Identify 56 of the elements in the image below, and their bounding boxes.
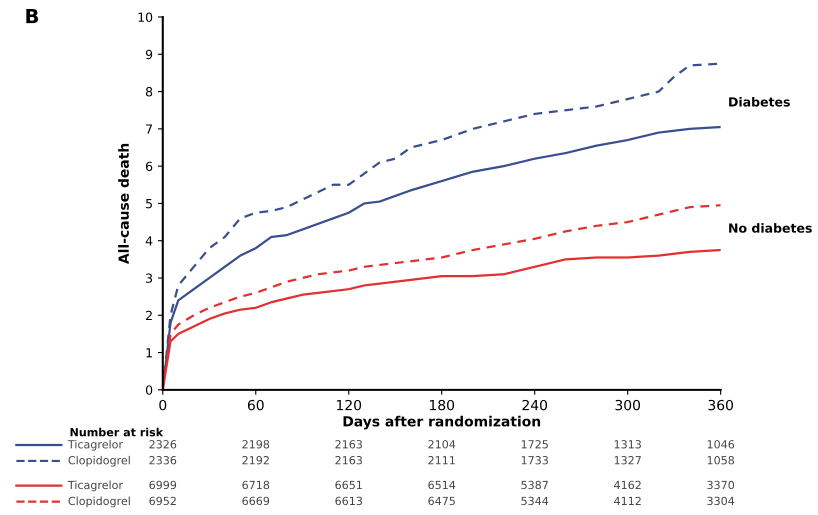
text: 6514 [428, 480, 456, 490]
text: Number at risk [70, 428, 164, 436]
text: 2104 [428, 440, 456, 448]
y-tick-label: 8 [146, 87, 152, 96]
text: 6718 [242, 480, 270, 490]
text: 2163 [335, 440, 362, 448]
text: No diabetes [729, 223, 812, 233]
y-axis-title: All-cause death [118, 144, 129, 264]
text: Diabetes [729, 96, 790, 107]
y-tick-label: 1 [146, 348, 152, 358]
legend-label: Clopidogrel [68, 496, 130, 508]
x-axis-title: Days after randomization [344, 416, 540, 430]
y-tick-label: 10 [138, 12, 152, 22]
y-tick-label: 7 [146, 124, 152, 134]
y-tick-label: 3 [146, 273, 152, 283]
text: 1313 [614, 440, 641, 448]
text: 6651 [335, 480, 362, 490]
x-tick-label: 300 [615, 400, 640, 410]
text: 2163 [335, 456, 362, 464]
text: 6999 [149, 480, 176, 490]
text: 6952 [149, 496, 176, 506]
y-tick-label: 2 [146, 310, 152, 320]
text: 2192 [242, 456, 269, 464]
text: 1327 [614, 456, 641, 464]
text: 6475 [428, 496, 455, 506]
x-tick-label: 180 [430, 400, 454, 410]
legend-label: Clopidogrel [68, 456, 130, 467]
text: 5344 [521, 496, 548, 506]
text: 1725 [522, 440, 548, 448]
text: 6613 [335, 496, 362, 506]
y-tick-label: 4 [146, 236, 152, 246]
y-tick-label: 9 [146, 50, 152, 60]
text: 4162 [614, 480, 641, 490]
text: 2198 [242, 440, 270, 448]
text: 2336 [149, 456, 176, 464]
text: 2326 [149, 440, 176, 448]
y-tick-label: 6 [146, 162, 152, 172]
y-tick-label: 5 [146, 199, 152, 208]
text: 1733 [522, 456, 548, 464]
text: 2111 [428, 456, 455, 464]
x-tick-label: 120 [337, 400, 362, 410]
text: 1058 [708, 456, 734, 464]
legend-label: Ticagrelor [68, 480, 123, 492]
text: 3370 [707, 480, 734, 490]
text: 1046 [708, 440, 734, 448]
legend-label: Ticagrelor [68, 440, 123, 451]
x-tick-label: 240 [522, 400, 548, 410]
text: 5387 [521, 480, 548, 490]
x-tick-label: 0 [159, 400, 166, 410]
x-tick-label: 360 [708, 400, 733, 410]
text: 6669 [242, 496, 270, 506]
text: 3304 [707, 496, 734, 506]
text: B [26, 9, 38, 24]
y-tick-label: 0 [146, 385, 152, 395]
text: 4112 [614, 496, 641, 505]
x-tick-label: 60 [248, 400, 264, 410]
